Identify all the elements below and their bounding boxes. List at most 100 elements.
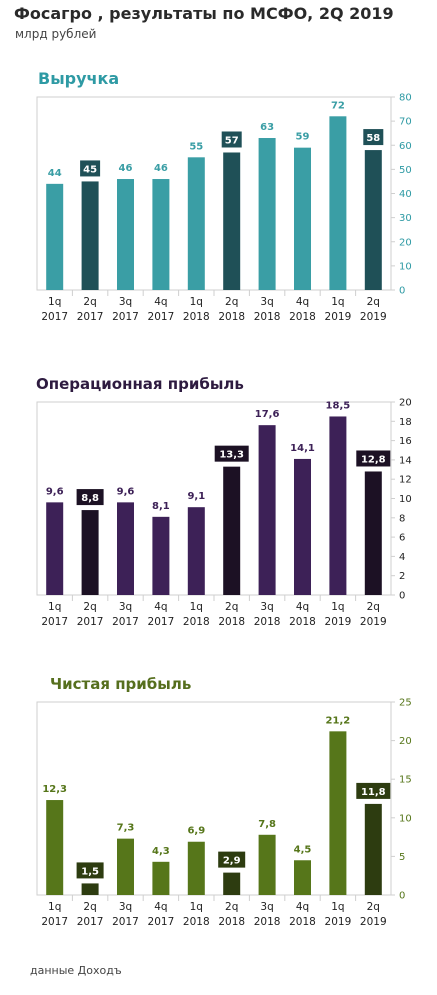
bar (187, 507, 205, 595)
x-tick-label: 4q (154, 296, 167, 308)
value-label: 4,3 (152, 846, 170, 857)
y-tick-label: 4 (399, 552, 405, 563)
value-label: 63 (260, 122, 274, 133)
x-tick-label: 2q (225, 601, 238, 613)
y-tick-label: 8 (399, 513, 405, 524)
x-tick-label: 2017 (41, 616, 68, 628)
x-tick-label: 2019 (360, 916, 387, 928)
bar (187, 157, 205, 290)
x-tick-label: 3q (119, 601, 132, 613)
bar (117, 838, 134, 895)
x-tick-label: 2018 (289, 616, 316, 628)
x-tick-label: 2017 (148, 916, 175, 928)
x-tick-label: 2019 (325, 616, 352, 628)
x-tick-label: 2q (367, 296, 380, 308)
value-label: 12,8 (361, 454, 386, 465)
bar (117, 179, 134, 290)
source-note: данные Доходъ (30, 964, 122, 977)
page-subtitle: млрд рублей (15, 27, 97, 41)
chart-title: Операционная прибыль (36, 375, 244, 393)
y-tick-label: 25 (399, 698, 412, 709)
y-tick-label: 70 (399, 117, 412, 128)
x-tick-label: 3q (260, 901, 273, 913)
x-tick-label: 2017 (148, 311, 175, 323)
bar (81, 510, 99, 595)
x-tick-label: 2q (83, 601, 96, 613)
value-label: 14,1 (290, 443, 315, 454)
x-tick-label: 1q (48, 901, 61, 913)
x-tick-label: 1q (331, 296, 344, 308)
bar (329, 116, 347, 290)
bar (258, 834, 276, 895)
x-tick-label: 2019 (360, 616, 387, 628)
revenue-chart: Выручка 0 10 20 30 40 50 60 70 80 44 1q 2017 45 2q 2017… (36, 69, 412, 323)
bar (258, 138, 276, 290)
y-tick-label: 10 (399, 261, 412, 272)
y-tick-label: 20 (399, 237, 412, 248)
value-label: 9,6 (46, 486, 64, 497)
x-tick-label: 2018 (218, 616, 245, 628)
value-label: 17,6 (255, 409, 280, 420)
y-tick-label: 0 (399, 591, 405, 602)
value-label: 12,3 (42, 784, 67, 795)
x-tick-label: 1q (48, 601, 61, 613)
x-tick-label: 2017 (41, 311, 68, 323)
value-label-box (356, 782, 391, 799)
x-tick-label: 2017 (112, 311, 139, 323)
x-tick-label: 2q (83, 901, 96, 913)
x-tick-label: 2018 (254, 916, 281, 928)
y-tick-label: 30 (399, 213, 412, 224)
page-title: Фосагро , результаты по МСФО, 2Q 2019 (14, 4, 394, 23)
bar (152, 179, 170, 290)
bar (329, 731, 347, 895)
value-label: 55 (189, 141, 203, 152)
bar (364, 150, 382, 290)
chart-title: Выручка (38, 69, 119, 88)
x-tick-label: 1q (331, 901, 344, 913)
value-label: 59 (296, 132, 310, 143)
value-label: 57 (225, 135, 239, 146)
value-label: 6,9 (187, 826, 205, 837)
y-tick-label: 0 (399, 286, 405, 297)
y-tick-label: 6 (399, 533, 405, 544)
value-label: 11,8 (361, 787, 386, 798)
x-tick-label: 4q (296, 901, 309, 913)
x-tick-label: 2017 (77, 616, 104, 628)
net-profit-chart: Чистая прибыль 0 5 10 15 20 25 12,3 1q 2017 1,5 2q 2… (36, 675, 412, 928)
x-tick-label: 2017 (77, 311, 104, 323)
y-tick-label: 12 (399, 475, 412, 486)
value-label: 44 (48, 168, 62, 179)
y-tick-label: 5 (399, 852, 405, 863)
value-label-box (356, 450, 391, 467)
x-tick-label: 2018 (218, 916, 245, 928)
bar (223, 872, 241, 895)
y-tick-label: 20 (399, 736, 412, 747)
value-label: 7,8 (258, 819, 276, 830)
x-tick-label: 2019 (325, 311, 352, 323)
x-tick-label: 2q (225, 296, 238, 308)
bar (81, 883, 99, 895)
y-tick-label: 16 (399, 436, 412, 447)
value-label: 46 (119, 163, 133, 174)
x-tick-label: 2017 (77, 916, 104, 928)
bar (258, 425, 276, 595)
x-tick-label: 4q (154, 601, 167, 613)
bar (81, 181, 99, 290)
y-tick-label: 14 (399, 455, 412, 466)
y-tick-label: 18 (399, 417, 412, 428)
bar (294, 458, 311, 595)
x-tick-label: 1q (190, 601, 203, 613)
value-label: 8,8 (81, 493, 99, 504)
x-tick-label: 4q (296, 296, 309, 308)
value-label: 18,5 (326, 400, 351, 411)
x-tick-label: 3q (119, 901, 132, 913)
x-tick-label: 2018 (183, 311, 210, 323)
bar (152, 861, 170, 895)
value-label-box (363, 129, 384, 146)
x-tick-label: 2017 (112, 616, 139, 628)
x-tick-label: 1q (190, 901, 203, 913)
x-tick-label: 2q (367, 601, 380, 613)
x-tick-label: 2018 (289, 311, 316, 323)
value-label: 21,2 (326, 715, 351, 726)
value-label: 9,1 (187, 491, 205, 502)
